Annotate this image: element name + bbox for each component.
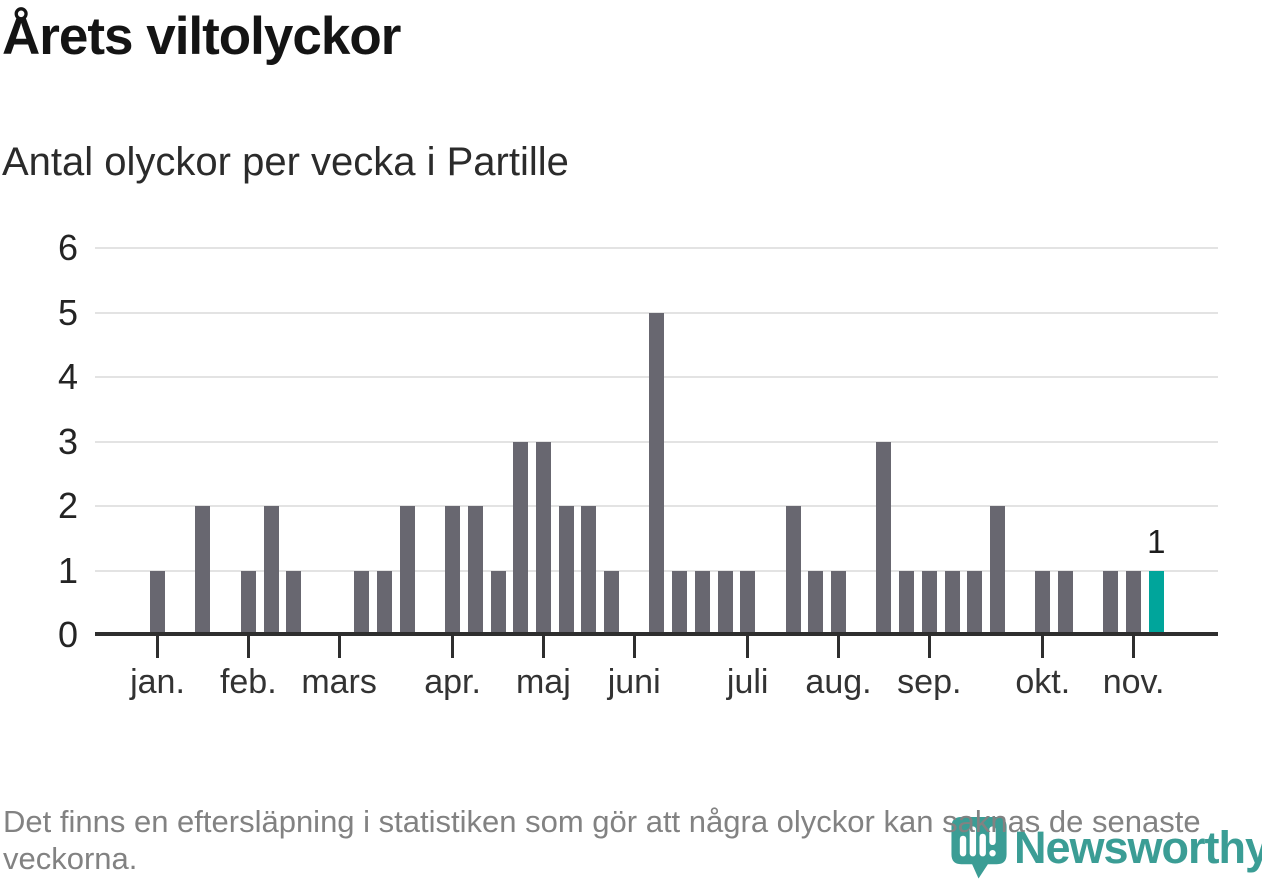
newsworthy-logo: Newsworthy (951, 817, 1262, 879)
x-tick-aug (837, 636, 840, 658)
x-tick-label-nov: nov. (1102, 663, 1165, 701)
bar-week-8 (263, 506, 279, 635)
bar-week-25 (649, 312, 665, 635)
y-tick-label-4: 4 (57, 356, 78, 397)
x-tick-label-feb: feb. (219, 663, 277, 701)
bar-week-32 (808, 570, 824, 635)
x-tick-label-mars: mars (301, 663, 377, 701)
x-tick-label-aug: aug. (805, 663, 872, 701)
x-tick-sep (927, 636, 931, 658)
bar-week-33 (831, 570, 846, 635)
x-tick-label-juni: juni (607, 663, 661, 701)
bar-week-18 (490, 570, 506, 635)
bar-week-16 (445, 506, 461, 635)
x-tick-nov (1132, 636, 1136, 658)
y-tick-label-0: 0 (57, 614, 78, 655)
bar-week-17 (467, 506, 483, 635)
bar-week-43 (1058, 570, 1073, 635)
bar-week-42 (1035, 570, 1051, 635)
bar-week-27 (694, 570, 710, 635)
chart-title: Årets viltolyckor (2, 7, 401, 66)
y-tick-label-2: 2 (57, 485, 78, 526)
bar-week-46 (1126, 570, 1142, 635)
bar-week-45 (1103, 570, 1119, 635)
bar-week-19 (513, 441, 529, 635)
x-tick-label-okt: okt. (1015, 663, 1071, 701)
bar-week-14 (399, 506, 415, 635)
bar-week-36 (899, 570, 915, 635)
x-tick-label-juli: juli (726, 663, 769, 701)
x-tick-apr (451, 636, 455, 658)
bar-value-label: 1 (1147, 522, 1166, 560)
y-tick-label-5: 5 (57, 291, 78, 333)
x-tick-label-maj: maj (515, 663, 571, 701)
logo-bar-2 (969, 826, 977, 857)
y-tick-label-3: 3 (57, 420, 78, 462)
bar-week-28 (717, 570, 733, 635)
x-tick-juni (632, 636, 636, 658)
x-tick-mars (337, 636, 341, 658)
x-tick-label-jan: jan. (130, 663, 185, 701)
bar-week-12 (354, 570, 370, 635)
bar-week-38 (944, 570, 960, 635)
bar-week-20 (535, 441, 551, 635)
newsworthy-wordmark: Newsworthy (1014, 822, 1262, 873)
bar-week-47 (1148, 570, 1164, 635)
bar-week-26 (672, 570, 688, 635)
bar-week-9 (286, 570, 302, 635)
bar-week-37 (921, 570, 937, 635)
gridline-6 (95, 247, 1218, 249)
y-tick-label-6: 6 (57, 227, 78, 268)
x-tick-label-apr: apr. (424, 663, 481, 701)
bar-week-39 (967, 570, 983, 635)
x-tick-jan (156, 636, 159, 658)
x-tick-label-sep: sep. (897, 663, 962, 701)
bar-week-13 (377, 570, 392, 635)
logo-exclamation-stem (989, 826, 996, 846)
bar-week-7 (240, 570, 256, 635)
x-tick-feb (246, 636, 250, 658)
x-tick-juli (746, 636, 750, 658)
bar-week-3 (150, 570, 165, 635)
bar-week-35 (876, 441, 892, 635)
logo-bar-1 (959, 835, 967, 857)
x-tick-okt (1041, 636, 1045, 658)
bar-week-31 (785, 506, 801, 635)
footnote: Det finns en eftersläpning i statistiken… (3, 804, 1201, 876)
bar-week-5 (195, 506, 211, 635)
x-axis-line (95, 632, 1218, 636)
bar-week-21 (558, 506, 574, 635)
bar-week-29 (740, 570, 756, 635)
bar-week-40 (989, 506, 1005, 635)
x-tick-maj (541, 636, 545, 658)
bar-week-23 (604, 570, 619, 635)
logo-bar-3 (979, 833, 986, 857)
newsworthy-pin-icon (951, 817, 1007, 879)
logo-exclamation-dot (989, 849, 996, 857)
y-tick-label-1: 1 (57, 549, 78, 591)
bar-week-22 (581, 506, 597, 635)
chart-subtitle: Antal olyckor per vecka i Partille (2, 140, 569, 184)
